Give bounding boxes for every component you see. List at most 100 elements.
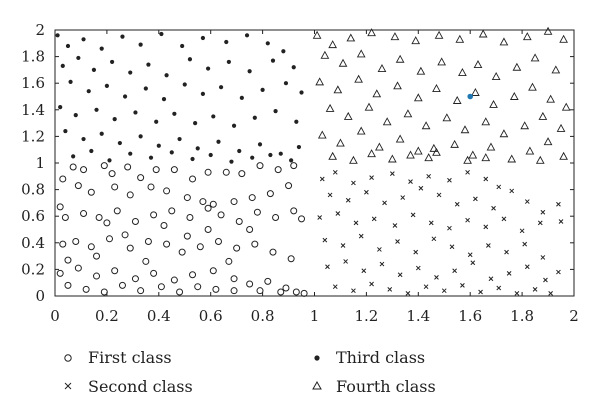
data-point (522, 32, 532, 41)
data-point (528, 82, 537, 91)
data-point (74, 182, 82, 190)
data-point (133, 110, 138, 115)
data-point (56, 269, 64, 277)
data-point (520, 121, 530, 130)
data-point (317, 130, 327, 139)
data-point (556, 201, 561, 207)
legend-label-first-class: First class (88, 348, 172, 367)
data-point (512, 62, 522, 71)
data-point (161, 97, 167, 102)
data-point (509, 188, 515, 194)
data-point (465, 169, 470, 175)
data-point (290, 207, 298, 215)
data-point (371, 216, 377, 222)
y-tick-label: 0 (35, 287, 45, 305)
data-point (437, 57, 447, 66)
data-point (69, 163, 77, 171)
data-point (104, 83, 109, 88)
data-point (224, 39, 229, 45)
data-point (468, 150, 478, 159)
data-point (183, 232, 191, 240)
x-tick-label: 1 (310, 307, 320, 325)
data-point (328, 40, 338, 49)
data-point (372, 89, 382, 98)
data-point (150, 269, 158, 277)
data-point (76, 55, 81, 61)
legend-label-fourth-class: Fourth class (336, 377, 436, 396)
data-point (535, 155, 545, 164)
data-point (274, 166, 282, 174)
data-point (558, 219, 564, 224)
data-point (189, 271, 197, 279)
data-point (187, 57, 193, 62)
data-point (112, 117, 117, 122)
data-point (152, 166, 160, 174)
data-point (247, 69, 252, 74)
data-point (64, 256, 72, 264)
data-point (138, 134, 143, 139)
data-point (146, 62, 151, 67)
data-point (379, 261, 385, 267)
data-point (131, 275, 139, 283)
data-point (431, 236, 437, 242)
data-point (71, 154, 76, 159)
data-point (364, 189, 369, 195)
data-point (154, 119, 159, 124)
data-point (504, 249, 509, 255)
data-point (80, 210, 88, 218)
data-point (169, 150, 174, 155)
data-point (429, 143, 439, 152)
data-point (124, 163, 132, 171)
legend: First class Second class Third class Fou… (64, 348, 436, 396)
data-point (496, 285, 502, 291)
data-point (222, 168, 230, 176)
data-point (332, 169, 338, 175)
data-point (283, 81, 289, 86)
data-point (59, 240, 67, 248)
data-point (206, 66, 211, 71)
data-point (452, 268, 457, 274)
legend-item-third-class: Third class (314, 348, 425, 367)
data-point (238, 170, 246, 178)
data-point (486, 243, 491, 248)
data-point (356, 49, 366, 58)
data-point (100, 288, 108, 296)
data-point (356, 126, 366, 135)
data-point (327, 192, 333, 198)
data-point (208, 152, 213, 158)
data-point (172, 111, 177, 116)
data-point (99, 131, 104, 136)
data-point (509, 91, 519, 100)
data-point (272, 214, 280, 222)
data-point (229, 159, 234, 164)
data-point (199, 198, 207, 206)
data-point (64, 281, 72, 289)
data-point (514, 290, 520, 296)
data-point (343, 259, 348, 264)
data-point (178, 248, 186, 256)
data-point (142, 257, 150, 265)
data-point (483, 176, 489, 182)
data-point (471, 87, 480, 96)
data-point (230, 275, 238, 283)
data-point (143, 86, 148, 91)
x-tick-label: 0.2 (95, 307, 119, 325)
data-point (382, 117, 392, 126)
data-point (436, 192, 442, 198)
data-point (483, 224, 489, 230)
data-point (335, 211, 341, 216)
data-point (426, 173, 432, 179)
data-point (416, 66, 426, 75)
data-point (543, 26, 553, 35)
data-point (559, 34, 568, 43)
data-point (346, 33, 356, 42)
data-point (556, 123, 566, 132)
data-point (120, 34, 125, 39)
data-point (273, 109, 278, 114)
data-point (118, 281, 126, 289)
data-point (406, 150, 415, 159)
legend-item-first-class: First class (64, 348, 172, 367)
data-point (218, 85, 224, 90)
data-point (147, 183, 155, 191)
data-point (287, 255, 295, 263)
